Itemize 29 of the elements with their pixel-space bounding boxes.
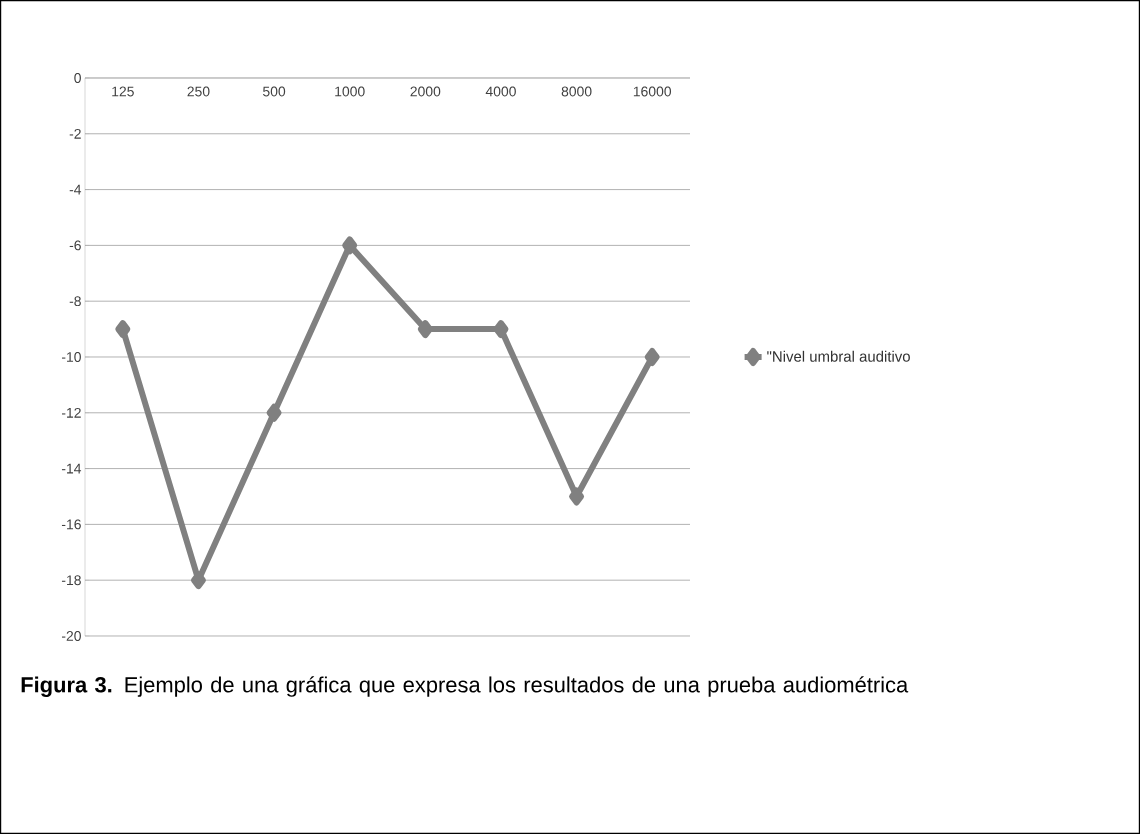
y-tick-label: -6	[69, 240, 81, 251]
y-tick-label: -18	[61, 575, 81, 586]
point	[569, 487, 585, 506]
x-tick-label: 125	[112, 86, 134, 97]
x-tick-label: 250	[187, 86, 210, 97]
y-tick-label: -12	[61, 407, 81, 418]
x-tick-label: 500	[263, 86, 286, 97]
point	[190, 571, 206, 590]
y-tick-label: -10	[61, 352, 81, 362]
point	[342, 236, 358, 255]
point	[644, 347, 660, 366]
y-tick-label: -8	[69, 296, 81, 307]
y-tick-label: -14	[61, 463, 82, 474]
x-tick-label: 16000	[633, 86, 672, 97]
y-tick-label: -16	[61, 519, 81, 530]
y-tick-label: -4	[69, 184, 82, 195]
point	[417, 320, 433, 339]
y-tick-label: -2	[69, 128, 81, 139]
point	[266, 403, 282, 422]
x-tick-label: 2000	[410, 86, 441, 97]
legend-label: "Nivel umbral auditivo	[767, 350, 910, 362]
point	[493, 320, 509, 339]
y-tick-label: 0	[74, 73, 81, 83]
y-tick-label: -20	[61, 631, 81, 641]
x-tick-label: 1000	[335, 86, 365, 97]
x-tick-label: 4000	[485, 86, 516, 97]
point	[115, 320, 131, 339]
text: Figura 3. Ejemplo de una gráfica que expresa los resultados de una prueba audiométrica	[21, 676, 909, 697]
x-tick-label: 8000	[561, 86, 592, 97]
